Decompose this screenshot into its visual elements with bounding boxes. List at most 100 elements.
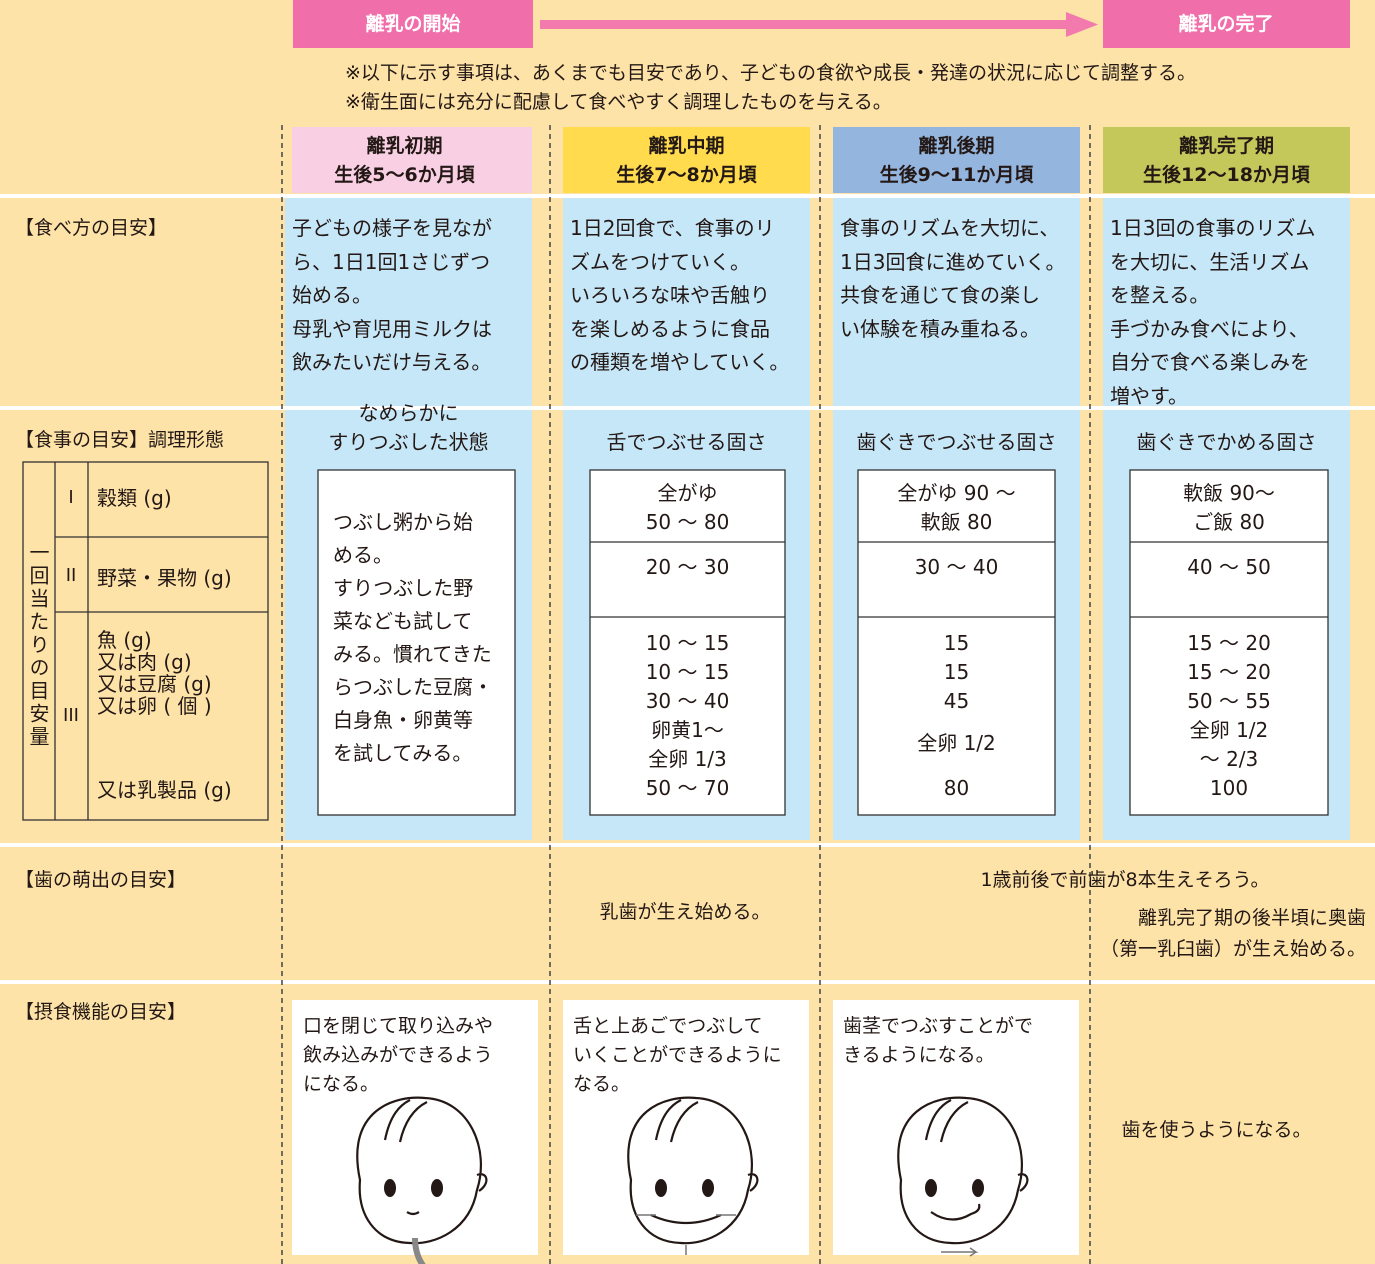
amount-value: 10 ～ 15 [645,660,730,684]
separator [0,843,1375,847]
function-text: なる。 [573,1072,631,1095]
row-number: I [68,487,74,509]
stage-name: 離乳初期 [366,134,443,157]
amount-value: 全がゆ [657,481,718,505]
eye [655,1179,667,1197]
arrows [941,1247,979,1257]
amount-value: 10 ～ 15 [645,631,730,655]
function-text: 歯茎でつぶすことがで [843,1014,1034,1037]
stage-header [292,127,532,193]
ear [1017,1173,1029,1192]
amount-box [1129,469,1329,816]
food-item: 又は乳製品 (g) [97,778,232,802]
amount-note: つぶし粥から始 [333,510,473,534]
row-label: 【歯の萌出の目安】 [15,868,187,891]
row-number: III [63,705,79,727]
amount-box [857,469,1056,816]
function-text: 口を閉じて取り込みや [303,1014,494,1037]
food-item: 穀類 (g) [97,486,172,510]
stage-column [285,198,532,406]
end-label: 離乳の完了 [1178,12,1274,35]
amount-value: 15 ～ 20 [1187,660,1271,684]
eating-text: の種類を増やしていく。 [570,350,790,375]
throat [412,1237,426,1264]
amount-value: 20 ～ 30 [645,555,730,579]
amount-value: 50 ～ 55 [1187,689,1271,713]
function-text: 飲み込みができるよう [303,1043,493,1066]
eye [925,1179,937,1197]
eye [702,1179,714,1197]
food-item: 野菜・果物 (g) [97,566,232,590]
amount-note: らつぶした豆腐・ [333,675,493,699]
amount-value: 15 [943,631,970,655]
eating-text: 手づかみ食べにより、 [1110,316,1309,341]
amount-value: ご飯 80 [1193,510,1265,534]
amount-value: 80 [943,776,970,800]
eating-text: いろいろな味や舌触り [570,283,770,308]
amount-value: 全卵 1/2 [1189,718,1269,742]
eating-text: を大切に、生活リズム [1110,249,1310,274]
amount-value: 卵黄1～ [651,718,724,742]
eating-text: ズムをつけていく。 [570,249,750,274]
arrows [636,1214,736,1255]
amount-value: 全卵 1/3 [648,747,727,771]
eating-text: 1日3回の食事のリズム [1110,216,1316,240]
teeth-text: 離乳完了期の後半頃に奥歯 [1137,906,1366,929]
eating-text: い体験を積み重ねる。 [840,316,1040,341]
amount-value: 45 [943,689,970,713]
amount-table [22,461,269,821]
eating-text: 1日3回食に進めていく。 [840,249,1066,274]
amount-note: 白身魚・卵黄等 [333,708,473,732]
row-label: 【摂食機能の目安】 [15,1000,187,1023]
row-label: 【食べ方の目安】 [15,216,168,239]
amount-value: 50 ～ 70 [645,776,730,800]
texture-text: 歯ぐきでつぶせる固さ [856,430,1057,454]
food-item: 又は卵 ( 個 ) [97,694,212,718]
end-box [1103,0,1350,48]
eating-text: 共食を通じて食の楽し [840,283,1040,308]
stage-age: 生後9～11か月頃 [879,163,1034,186]
amount-value: 40 ～ 50 [1187,555,1271,579]
ear [747,1173,759,1192]
separator [0,194,1375,198]
stage-column [833,198,1080,406]
amount-box [317,469,516,816]
mouth [930,1203,981,1221]
eye [972,1179,984,1197]
amount-value: 軟飯 80 [920,510,993,534]
amount-value: ～ 2/3 [1199,747,1259,771]
stage-name: 離乳中期 [648,134,725,157]
stage-header [1103,127,1350,193]
stage-header [563,127,810,193]
note: ※衛生面には充分に配慮して食べやすく調理したものを与える。 [345,90,892,113]
start-label: 離乳の開始 [365,12,461,35]
stage-age: 生後7～8か月頃 [616,163,757,186]
face [627,1096,753,1245]
function-text: になる。 [303,1072,380,1095]
teeth-text: 乳歯が生え始める。 [599,900,771,923]
amount-value: 軟飯 90～ [1183,481,1275,505]
function-box [292,1000,538,1255]
face [356,1096,482,1245]
eating-text: を整える。 [1110,283,1210,308]
stage-name: 離乳後期 [918,134,995,157]
function-text: 歯を使うようになる。 [1121,1118,1312,1141]
amount-box [589,469,786,816]
stage-age: 生後12～18か月頃 [1143,163,1310,186]
arrow-head [1066,12,1098,37]
row-number: II [65,565,77,587]
texture-text: すりつぶした状態 [328,430,489,454]
food-item: 又は肉 (g) [97,650,192,674]
food-item: 魚 (g) [97,628,152,652]
row-label: 【食事の目安】調理形態 [15,428,225,451]
stage-column [1103,198,1350,406]
amount-value: 100 [1209,776,1249,800]
amount-value: 全がゆ 90 ～ [897,481,1016,505]
eating-text: 増やす。 [1110,384,1188,408]
mouth [406,1211,420,1216]
eating-text: 飲みたいだけ与える。 [292,350,492,375]
separator [0,980,1375,984]
eating-text: 自分で食べる楽しみを [1110,350,1310,375]
